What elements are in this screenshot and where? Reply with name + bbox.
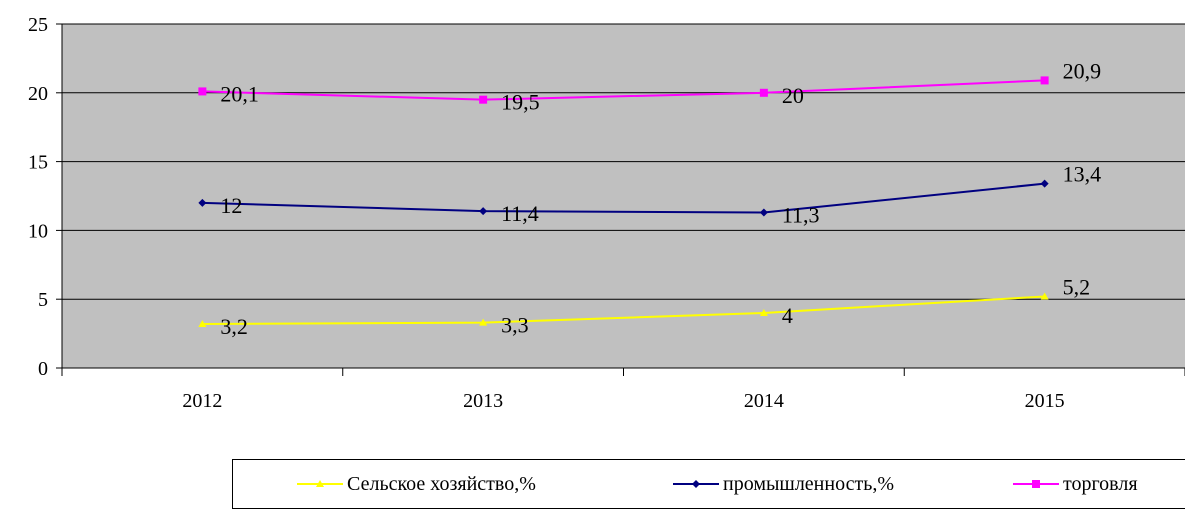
data-label: 5,2 bbox=[1063, 274, 1091, 299]
legend-swatch bbox=[1013, 480, 1059, 488]
legend-item: торговля bbox=[1013, 472, 1138, 496]
x-axis-ticks: 2012 2013 2014 2015 bbox=[61, 368, 1185, 412]
data-label: 19,5 bbox=[501, 90, 540, 115]
y-tick-label: 25 bbox=[28, 14, 48, 36]
data-label: 11,4 bbox=[501, 201, 539, 226]
legend-label: торговля bbox=[1063, 472, 1138, 495]
y-tick-label: 5 bbox=[38, 289, 48, 311]
legend-swatch bbox=[673, 480, 719, 488]
data-label: 20 bbox=[782, 83, 804, 108]
line-chart: 0 5 10 15 20 25 2012 2013 2014 2015 3,2 3,3 4 5,2 12… bbox=[28, 14, 1185, 412]
data-point bbox=[1040, 292, 1049, 300]
x-tick-label: 2014 bbox=[744, 390, 784, 412]
y-tick-label: 0 bbox=[38, 358, 48, 380]
data-label: 12 bbox=[220, 193, 242, 218]
legend: Сельское хозяйство,% промышленность,% торг… bbox=[232, 459, 1185, 509]
series-lines bbox=[198, 76, 1049, 327]
y-tick-label: 15 bbox=[28, 152, 48, 174]
data-labels: 3,2 3,3 4 5,2 12 11,4 11,3 13,4 20,1 19,5 20 20,9 bbox=[220, 58, 1101, 339]
data-point bbox=[759, 208, 768, 217]
series-line bbox=[202, 182, 1045, 214]
y-tick-label: 10 bbox=[28, 220, 48, 242]
series-line bbox=[202, 79, 1045, 101]
data-point bbox=[479, 95, 488, 104]
legend-marker bbox=[692, 480, 700, 488]
legend-marker bbox=[316, 480, 324, 487]
x-tick-label: 2013 bbox=[463, 390, 503, 412]
x-tick-label: 2012 bbox=[182, 390, 222, 412]
legend-marker bbox=[1032, 480, 1040, 488]
data-point bbox=[198, 198, 207, 207]
series-line bbox=[202, 295, 1045, 325]
y-tick-label: 20 bbox=[28, 83, 48, 105]
data-label: 20,1 bbox=[220, 81, 259, 106]
legend-label: промышленность,% bbox=[723, 472, 894, 495]
legend-swatch bbox=[297, 480, 343, 487]
x-tick-label: 2015 bbox=[1025, 390, 1065, 412]
legend-item: Сельское хозяйство,% bbox=[297, 472, 536, 496]
data-label: 20,9 bbox=[1063, 58, 1102, 83]
data-point bbox=[198, 87, 207, 96]
data-label: 13,4 bbox=[1063, 162, 1102, 187]
data-label: 3,2 bbox=[220, 314, 248, 339]
y-axis-ticks: 0 5 10 15 20 25 bbox=[28, 14, 62, 380]
data-point bbox=[198, 319, 207, 327]
data-point bbox=[479, 207, 488, 216]
data-point bbox=[759, 308, 768, 316]
legend-label: Сельское хозяйство,% bbox=[347, 472, 536, 495]
data-label: 11,3 bbox=[782, 203, 820, 228]
data-point bbox=[759, 88, 768, 97]
plot-area bbox=[62, 24, 1185, 368]
data-label: 4 bbox=[782, 303, 793, 328]
data-point bbox=[1040, 179, 1049, 188]
data-point bbox=[1040, 76, 1049, 85]
data-label: 3,3 bbox=[501, 313, 529, 338]
legend-item: промышленность,% bbox=[673, 472, 894, 496]
data-point bbox=[479, 318, 488, 326]
